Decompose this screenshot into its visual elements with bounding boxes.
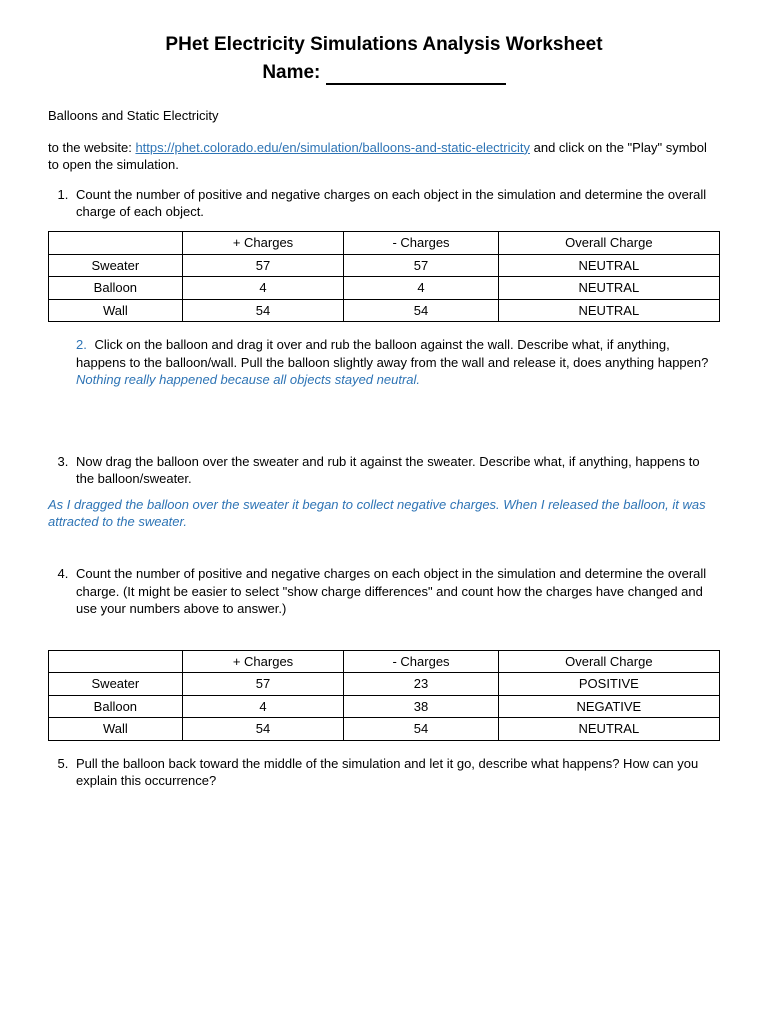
q2-number: 2. [76, 337, 87, 352]
th-overall: Overall Charge [498, 650, 719, 673]
question-3: Now drag the balloon over the sweater an… [72, 453, 720, 488]
table-row: Wall 54 54 NEUTRAL [49, 718, 720, 741]
q2-text: Click on the balloon and drag it over an… [76, 337, 708, 370]
cell: 54 [182, 718, 344, 741]
table-row: Balloon 4 38 NEGATIVE [49, 695, 720, 718]
cell: NEGATIVE [498, 695, 719, 718]
cell: Sweater [49, 673, 183, 696]
th-neg: - Charges [344, 232, 498, 255]
charges-table-2: + Charges - Charges Overall Charge Sweat… [48, 650, 720, 741]
cell: Wall [49, 718, 183, 741]
th-blank [49, 232, 183, 255]
question-5: Pull the balloon back toward the middle … [72, 755, 720, 790]
cell: 4 [182, 695, 344, 718]
name-label: Name: [262, 62, 320, 83]
cell: POSITIVE [498, 673, 719, 696]
th-blank [49, 650, 183, 673]
cell: 54 [182, 299, 344, 322]
th-neg: - Charges [344, 650, 498, 673]
cell: Balloon [49, 695, 183, 718]
section-heading: Balloons and Static Electricity [48, 107, 720, 125]
cell: NEUTRAL [498, 718, 719, 741]
cell: NEUTRAL [498, 299, 719, 322]
page-title: PHet Electricity Simulations Analysis Wo… [48, 32, 720, 58]
cell: Balloon [49, 277, 183, 300]
question-4: Count the number of positive and negativ… [72, 565, 720, 618]
question-2: 2. Click on the balloon and drag it over… [72, 336, 720, 389]
table-row: Sweater 57 23 POSITIVE [49, 673, 720, 696]
q1-text: Count the number of positive and negativ… [76, 187, 706, 220]
simulation-link[interactable]: https://phet.colorado.edu/en/simulation/… [135, 140, 530, 155]
table-row: + Charges - Charges Overall Charge [49, 232, 720, 255]
q5-text: Pull the balloon back toward the middle … [76, 756, 698, 789]
question-1: Count the number of positive and negativ… [72, 186, 720, 221]
cell: 57 [182, 673, 344, 696]
cell: 54 [344, 299, 498, 322]
table-row: + Charges - Charges Overall Charge [49, 650, 720, 673]
q2-answer: Nothing really happened because all obje… [76, 372, 420, 387]
cell: NEUTRAL [498, 254, 719, 277]
table-row: Wall 54 54 NEUTRAL [49, 299, 720, 322]
q3-text: Now drag the balloon over the sweater an… [76, 454, 700, 487]
cell: 57 [344, 254, 498, 277]
q4-text: Count the number of positive and negativ… [76, 566, 706, 616]
name-line: Name: [48, 60, 720, 86]
cell: Sweater [49, 254, 183, 277]
intro-paragraph: to the website: https://phet.colorado.ed… [48, 139, 720, 174]
cell: NEUTRAL [498, 277, 719, 300]
cell: 4 [182, 277, 344, 300]
q3-answer: As I dragged the balloon over the sweate… [48, 496, 720, 531]
cell: 54 [344, 718, 498, 741]
intro-prefix: to the website: [48, 140, 135, 155]
name-blank[interactable] [326, 65, 506, 85]
charges-table-1: + Charges - Charges Overall Charge Sweat… [48, 231, 720, 322]
cell: Wall [49, 299, 183, 322]
th-pos: + Charges [182, 232, 344, 255]
cell: 23 [344, 673, 498, 696]
worksheet-page: PHet Electricity Simulations Analysis Wo… [0, 0, 768, 820]
cell: 4 [344, 277, 498, 300]
table-row: Sweater 57 57 NEUTRAL [49, 254, 720, 277]
cell: 57 [182, 254, 344, 277]
th-pos: + Charges [182, 650, 344, 673]
th-overall: Overall Charge [498, 232, 719, 255]
cell: 38 [344, 695, 498, 718]
table-row: Balloon 4 4 NEUTRAL [49, 277, 720, 300]
